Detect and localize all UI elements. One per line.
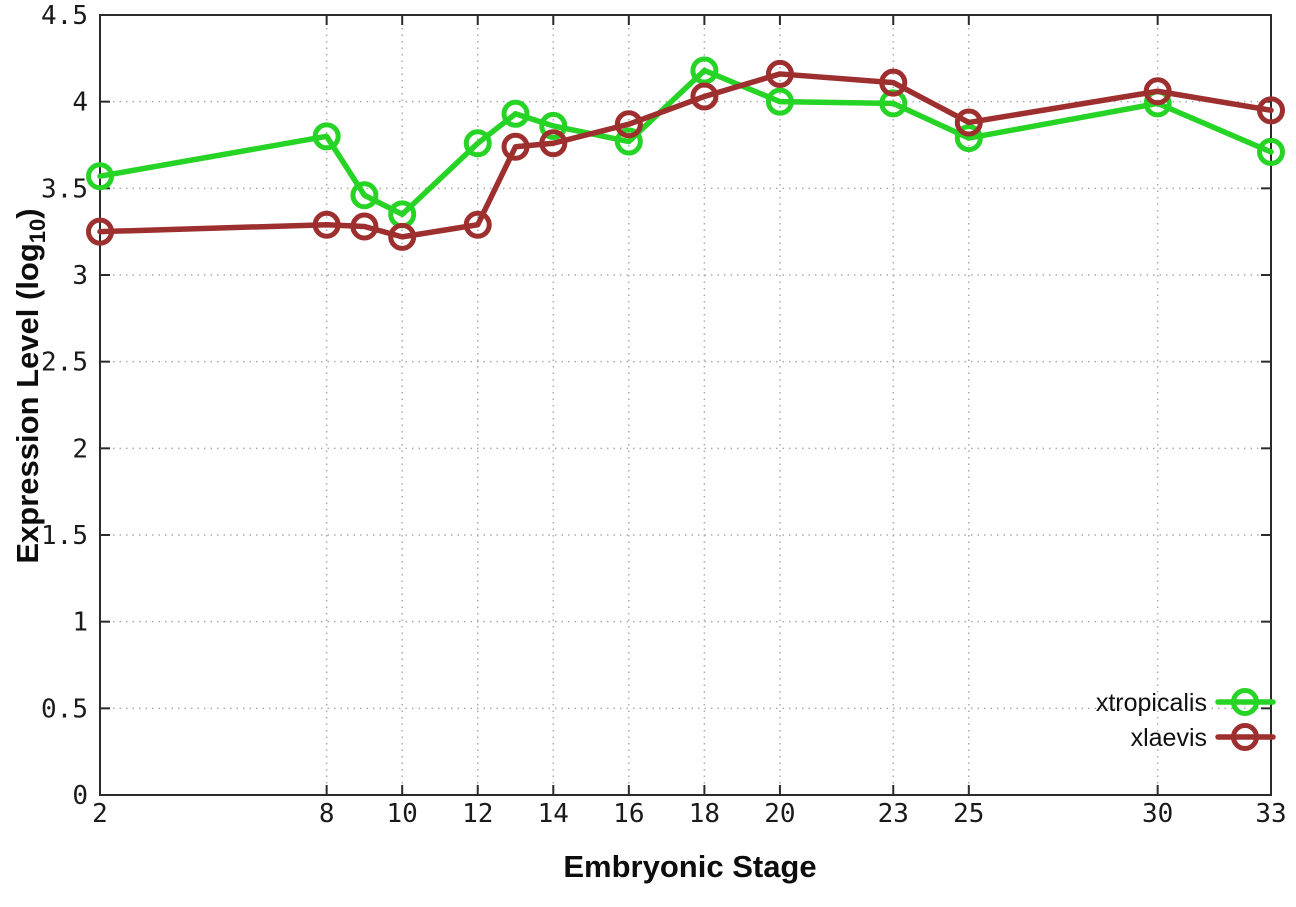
data-point-xtropicalis (312, 122, 341, 151)
x-tick-label: 8 (319, 799, 335, 829)
data-point-xlaevis (501, 132, 530, 161)
x-tick-labels: 2 8 10 12 14 16 18 20 23 25 30 33 (92, 799, 1286, 829)
x-tick-label: 16 (613, 799, 644, 829)
data-point-xlaevis (86, 217, 114, 246)
x-tick-label: 25 (953, 799, 984, 829)
series-line-xtropicalis (97, 67, 1274, 218)
y-tick-label: 0.5 (41, 694, 88, 724)
y-tick-label: 4 (72, 88, 88, 118)
legend-label-xlaevis: xlaevis (1131, 724, 1207, 752)
data-point-xtropicalis (614, 127, 643, 156)
tick-marks (99, 14, 1272, 796)
data-point-xlaevis (690, 82, 719, 111)
legend: xtropicalis xlaevis (1096, 689, 1207, 752)
data-point-xtropicalis (690, 56, 719, 85)
data-point-xtropicalis (954, 124, 983, 153)
y-tick-labels: 0 0.5 1 1.5 2 2.5 3 3.5 4 4.5 (41, 1, 88, 811)
x-tick-label: 30 (1142, 799, 1173, 829)
x-tick-label: 23 (878, 799, 909, 829)
gridlines (100, 15, 1271, 795)
data-point-xtropicalis (350, 181, 379, 210)
data-point-xtropicalis (86, 162, 114, 191)
data-point-xlaevis (1143, 77, 1172, 106)
data-point-xlaevis (350, 212, 379, 241)
series-line-xlaevis (97, 71, 1274, 240)
data-point-xlaevis (312, 210, 341, 239)
y-tick-label: 3 (72, 261, 88, 291)
data-point-xtropicalis (463, 129, 492, 158)
x-tick-label: 2 (92, 799, 108, 829)
y-tick-label: 0 (72, 781, 88, 811)
data-point-xtropicalis (501, 99, 530, 128)
data-point-xlaevis (463, 210, 492, 239)
x-tick-label: 18 (689, 799, 720, 829)
data-point-xtropicalis (1257, 137, 1285, 166)
data-point-xlaevis (388, 222, 417, 251)
data-point-xlaevis (765, 59, 794, 88)
data-point-xlaevis (614, 110, 643, 139)
legend-sample-marker-xlaevis (1231, 723, 1259, 751)
y-tick-label: 3.5 (41, 174, 88, 204)
y-tick-label: 1.5 (41, 521, 88, 551)
y-axis-title-main: Expression Level (log (10, 243, 45, 563)
x-tick-label: 20 (764, 799, 795, 829)
y-tick-label: 4.5 (41, 1, 88, 31)
data-point-xlaevis (954, 108, 983, 137)
legend-marker-samples (1215, 688, 1276, 751)
y-tick-label: 2.5 (41, 348, 88, 378)
legend-label-xtropicalis: xtropicalis (1096, 689, 1207, 717)
y-axis-title: Expression Level (log10) (10, 208, 50, 563)
data-point-xtropicalis (765, 87, 794, 116)
y-tick-label: 2 (72, 434, 88, 464)
data-series (86, 56, 1285, 251)
y-axis-title-subscript: 10 (25, 219, 50, 243)
data-point-xtropicalis (539, 111, 568, 140)
data-point-xlaevis (879, 68, 908, 97)
data-point-xlaevis (539, 129, 568, 158)
x-tick-label: 33 (1255, 799, 1286, 829)
x-tick-label: 14 (538, 799, 569, 829)
legend-sample-marker-xtropicalis (1231, 688, 1259, 716)
x-tick-label: 10 (387, 799, 418, 829)
x-axis-title: Embryonic Stage (563, 849, 816, 884)
data-point-xlaevis (1257, 96, 1285, 125)
plot-border (99, 14, 1272, 796)
y-tick-label: 1 (72, 608, 88, 638)
x-tick-label: 12 (462, 799, 493, 829)
y-axis-title-end: ) (10, 208, 45, 218)
